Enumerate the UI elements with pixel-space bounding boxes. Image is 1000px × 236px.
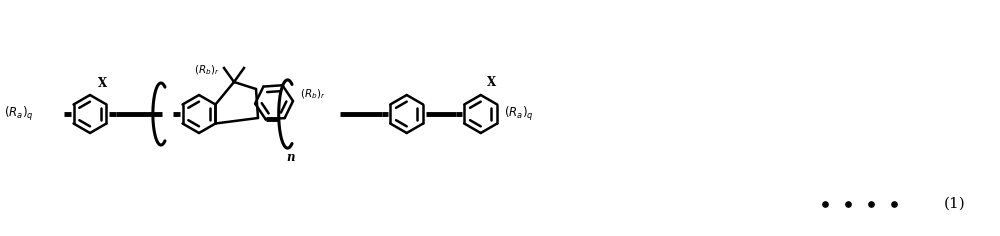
Text: X: X	[98, 77, 107, 90]
Text: n: n	[286, 151, 295, 164]
Text: X: X	[487, 76, 496, 89]
Text: $(R_b)_r$: $(R_b)_r$	[194, 63, 220, 77]
Text: $(R_a)_q$: $(R_a)_q$	[4, 105, 34, 123]
Text: $(R_b)_r$: $(R_b)_r$	[300, 87, 325, 101]
Text: (1): (1)	[944, 197, 966, 211]
Text: $(R_a)_q$: $(R_a)_q$	[504, 105, 533, 123]
